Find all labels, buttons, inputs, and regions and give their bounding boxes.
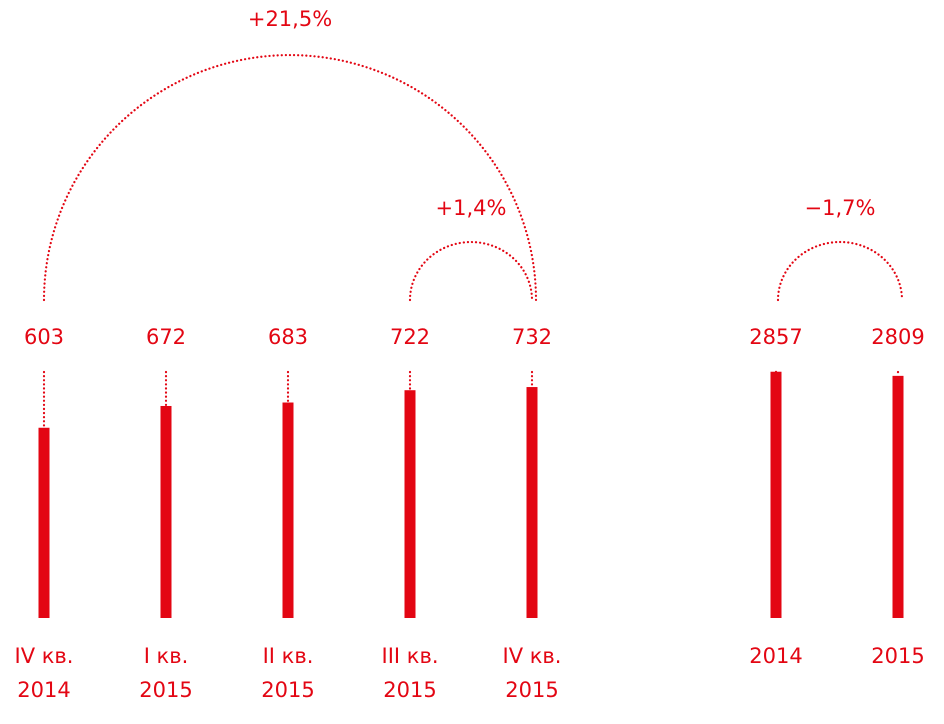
category-label: IV кв. 2014 [15,644,74,702]
change-label: +1,4% [436,196,507,220]
bar [404,390,416,618]
bar [526,387,538,618]
change-arc [42,53,538,302]
change-label: −1,7% [805,196,876,220]
bar [892,375,904,618]
category-label: III кв. 2015 [382,644,439,702]
value-label: 2857 [749,325,802,349]
change-arc [408,240,534,302]
change-arc [776,240,904,302]
value-label: 672 [146,325,186,349]
category-label: II кв. 2015 [261,644,314,702]
value-label: 2809 [871,325,924,349]
category-label: IV кв. 2015 [503,644,562,702]
category-label: I кв. 2015 [139,644,192,702]
value-label: 683 [268,325,308,349]
change-label: +21,5% [248,7,332,31]
value-label: 732 [512,325,552,349]
category-label: 2014 [749,644,802,668]
bar [282,402,294,618]
value-label: 603 [24,325,64,349]
category-label: 2015 [871,644,924,668]
bar [38,427,50,618]
bar [770,371,782,618]
bar [160,405,172,618]
value-label: 722 [390,325,430,349]
